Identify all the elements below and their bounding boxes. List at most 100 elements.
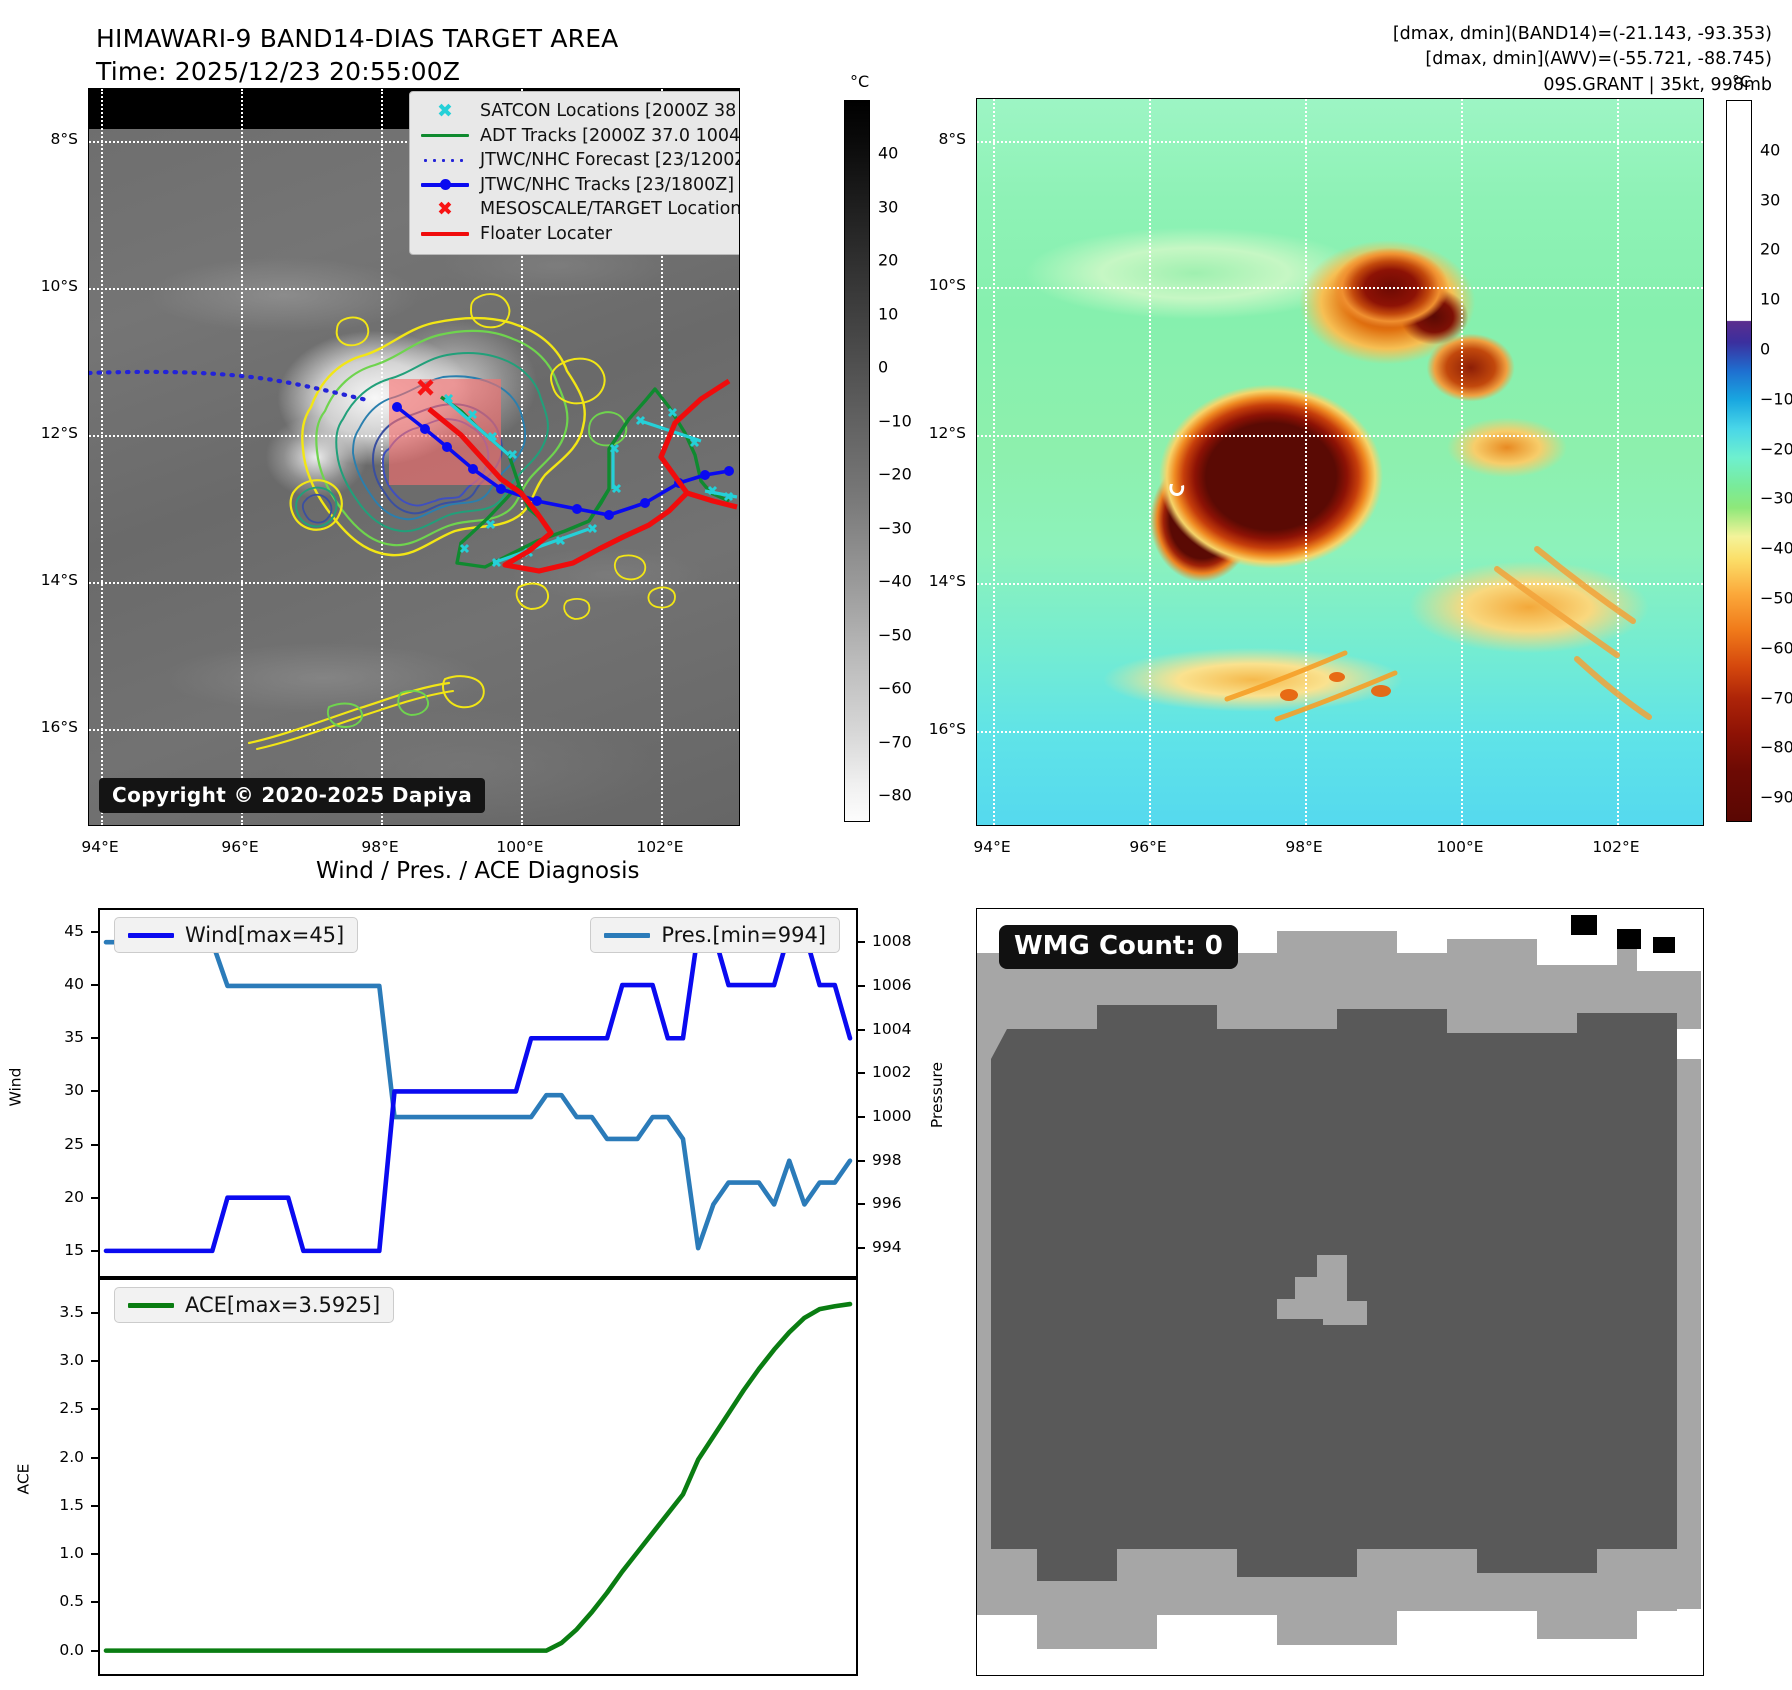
satellite-ir-grayscale-panel[interactable]: ✖ SATCON Locations [2000Z 38 1000] ADT T… (88, 88, 740, 826)
gridline-lat-16s-r (977, 731, 1703, 733)
white-hook-artifact (1169, 484, 1185, 496)
gridline-lon-98e (381, 89, 383, 825)
gray-lat-tick-4: 16°S (40, 718, 78, 736)
pres-ytickmark-6 (858, 984, 865, 987)
ace-ytick-1: 0.5 (59, 1592, 84, 1611)
gridline-lon-100e (521, 89, 523, 825)
ir-cbar-tick-9: −50 (1760, 588, 1792, 608)
legend-item-adt[interactable]: ADT Tracks [2000Z 37.0 1004.4] (420, 124, 739, 149)
pressure-line-swatch (604, 932, 651, 938)
gray-lon-tick-1: 96°E (221, 838, 259, 856)
ir-cbar-tick-8: −40 (1760, 538, 1792, 558)
copyright-badge: Copyright © 2020-2025 Dapiya (99, 778, 486, 813)
pres-ytickmark-3 (858, 1116, 865, 1119)
ace-ytick-6: 3.0 (59, 1351, 84, 1370)
wind-ytick-3: 30 (64, 1081, 84, 1100)
legend-item-floater[interactable]: Floater Locater (420, 222, 732, 247)
gray-lon-tick-4: 102°E (636, 838, 684, 856)
ir-cbar-tick-5: −10 (1760, 389, 1792, 409)
ace-ytick-2: 1.0 (59, 1544, 84, 1563)
gray-cbar-tick-7: −30 (878, 518, 912, 538)
pressure-line (103, 939, 853, 1251)
wind-ytick-0: 15 (64, 1240, 84, 1259)
wind-ytick-6: 45 (64, 921, 84, 940)
gray-cbar-tick-0: 40 (878, 143, 899, 163)
floater-line-icon (420, 231, 470, 236)
ir-cbar-tick-10: −60 (1760, 638, 1792, 658)
gridline-lon-94e-r (993, 99, 995, 825)
gridline-lon-96e (241, 89, 243, 825)
wind-axis-title: Wind (6, 1067, 25, 1107)
wind-legend-label: Wind[max=45] (185, 923, 345, 947)
ace-ytick-0: 0.0 (59, 1640, 84, 1659)
ir-cbar-tick-12: −80 (1760, 737, 1792, 757)
pres-ytickmark-4 (858, 1072, 865, 1075)
ir-cbar-tick-1: 30 (1760, 190, 1781, 210)
pres-ytick-2: 998 (872, 1150, 902, 1169)
pres-ytick-5: 1004 (872, 1019, 912, 1038)
gray-lat-tick-2: 12°S (40, 424, 78, 442)
wind-ytickmark-3 (91, 1090, 98, 1093)
legend-item-forecast[interactable]: JTWC/NHC Forecast [23/1200Z] (420, 148, 739, 173)
ace-ytick-3: 1.5 (59, 1495, 84, 1514)
pres-ytickmark-7 (858, 941, 865, 944)
enhanced-ir-colorbar-unit: °C (1732, 72, 1752, 91)
gridline-lat-8s-r (977, 141, 1703, 143)
ir-cbar-tick-2: 20 (1760, 239, 1781, 259)
title-line-2: Time: 2025/12/23 20:55:00Z (96, 57, 461, 86)
legend-label-jtwc-tracks: JTWC/NHC Tracks [23/1800Z] (480, 174, 735, 195)
pressure-legend-label: Pres.[min=994] (661, 923, 826, 947)
ace-ytickmark-1 (91, 1601, 98, 1604)
wind-ytickmark-6 (91, 930, 98, 933)
gridline-lat-12s-r (977, 435, 1703, 437)
diagnosis-title: Wind / Pres. / ACE Diagnosis (316, 858, 640, 884)
jtwc-forecast-track (89, 369, 374, 404)
gray-lat-tick-3: 14°S (40, 571, 78, 589)
ir-enhanced-detail-overlay (1169, 484, 1652, 722)
ace-chart[interactable]: ACE[max=3.5925] (98, 1278, 858, 1676)
wmg-panel[interactable]: WMG Count: 0 (976, 908, 1704, 1676)
gridline-lat-14s-r (977, 583, 1703, 585)
satellite-ir-enhanced-panel[interactable] (976, 98, 1704, 826)
legend-item-satcon[interactable]: ✖ SATCON Locations [2000Z 38 1000] (420, 99, 739, 124)
gridline-lat-16s (89, 729, 739, 731)
ace-legend[interactable]: ACE[max=3.5925] (114, 1287, 395, 1323)
wind-ytickmark-1 (91, 1196, 98, 1199)
ace-legend-label: ACE[max=3.5925] (185, 1293, 381, 1317)
gridline-lon-100e-r (1461, 99, 1463, 825)
color-lat-tick-4: 16°S (928, 720, 966, 738)
pres-ytickmark-2 (858, 1159, 865, 1162)
pres-ytickmark-5 (858, 1028, 865, 1031)
ace-ytickmark-4 (91, 1456, 98, 1459)
gray-cbar-tick-2: 20 (878, 250, 899, 270)
stats-band14: [dmax, dmin](BAND14)=(-21.143, -93.353) (1392, 24, 1772, 44)
grayscale-colorbar-ticks: 40 30 20 10 0 −10 −20 −30 −40 −50 −60 −70 −80 (878, 100, 948, 822)
wind-pressure-plot (103, 929, 853, 1254)
legend-item-jtwc-tracks[interactable]: JTWC/NHC Tracks [23/1800Z] (420, 173, 735, 198)
color-lon-tick-1: 96°E (1129, 838, 1167, 856)
enhanced-ir-colorbar (1726, 100, 1752, 822)
wmg-mask-image (977, 909, 1701, 1673)
title-line-1: HIMAWARI-9 BAND14-DIAS TARGET AREA (96, 24, 619, 53)
legend-item-target[interactable]: ✖ MESOSCALE/TARGET Location (420, 197, 739, 222)
legend-label-target: MESOSCALE/TARGET Location (480, 199, 740, 220)
gray-cbar-tick-8: −40 (878, 571, 912, 591)
wind-ytickmark-0 (91, 1249, 98, 1252)
color-lat-tick-2: 12°S (928, 424, 966, 442)
legend-label-satcon: SATCON Locations [2000Z 38 1000] (480, 101, 739, 122)
wind-ytick-5: 40 (64, 975, 84, 994)
pres-ytick-7: 1008 (872, 932, 912, 951)
storm-id-intensity: 09S.GRANT | 35kt, 998mb (1543, 74, 1772, 95)
ace-ytickmark-7 (91, 1312, 98, 1314)
legend-label-floater: Floater Locater (480, 223, 613, 244)
gray-cbar-tick-5: −10 (878, 411, 912, 431)
gridline-lon-94e (101, 89, 103, 825)
wind-pressure-chart[interactable]: Wind[max=45] Pres.[min=994] (98, 908, 858, 1278)
wind-legend[interactable]: Wind[max=45] (114, 917, 359, 953)
pressure-legend[interactable]: Pres.[min=994] (590, 917, 840, 953)
forecast-dotted-line-icon (420, 158, 470, 162)
map-legend[interactable]: ✖ SATCON Locations [2000Z 38 1000] ADT T… (409, 91, 739, 255)
ace-ytickmark-0 (91, 1649, 98, 1652)
color-lat-tick-0: 8°S (938, 130, 966, 148)
